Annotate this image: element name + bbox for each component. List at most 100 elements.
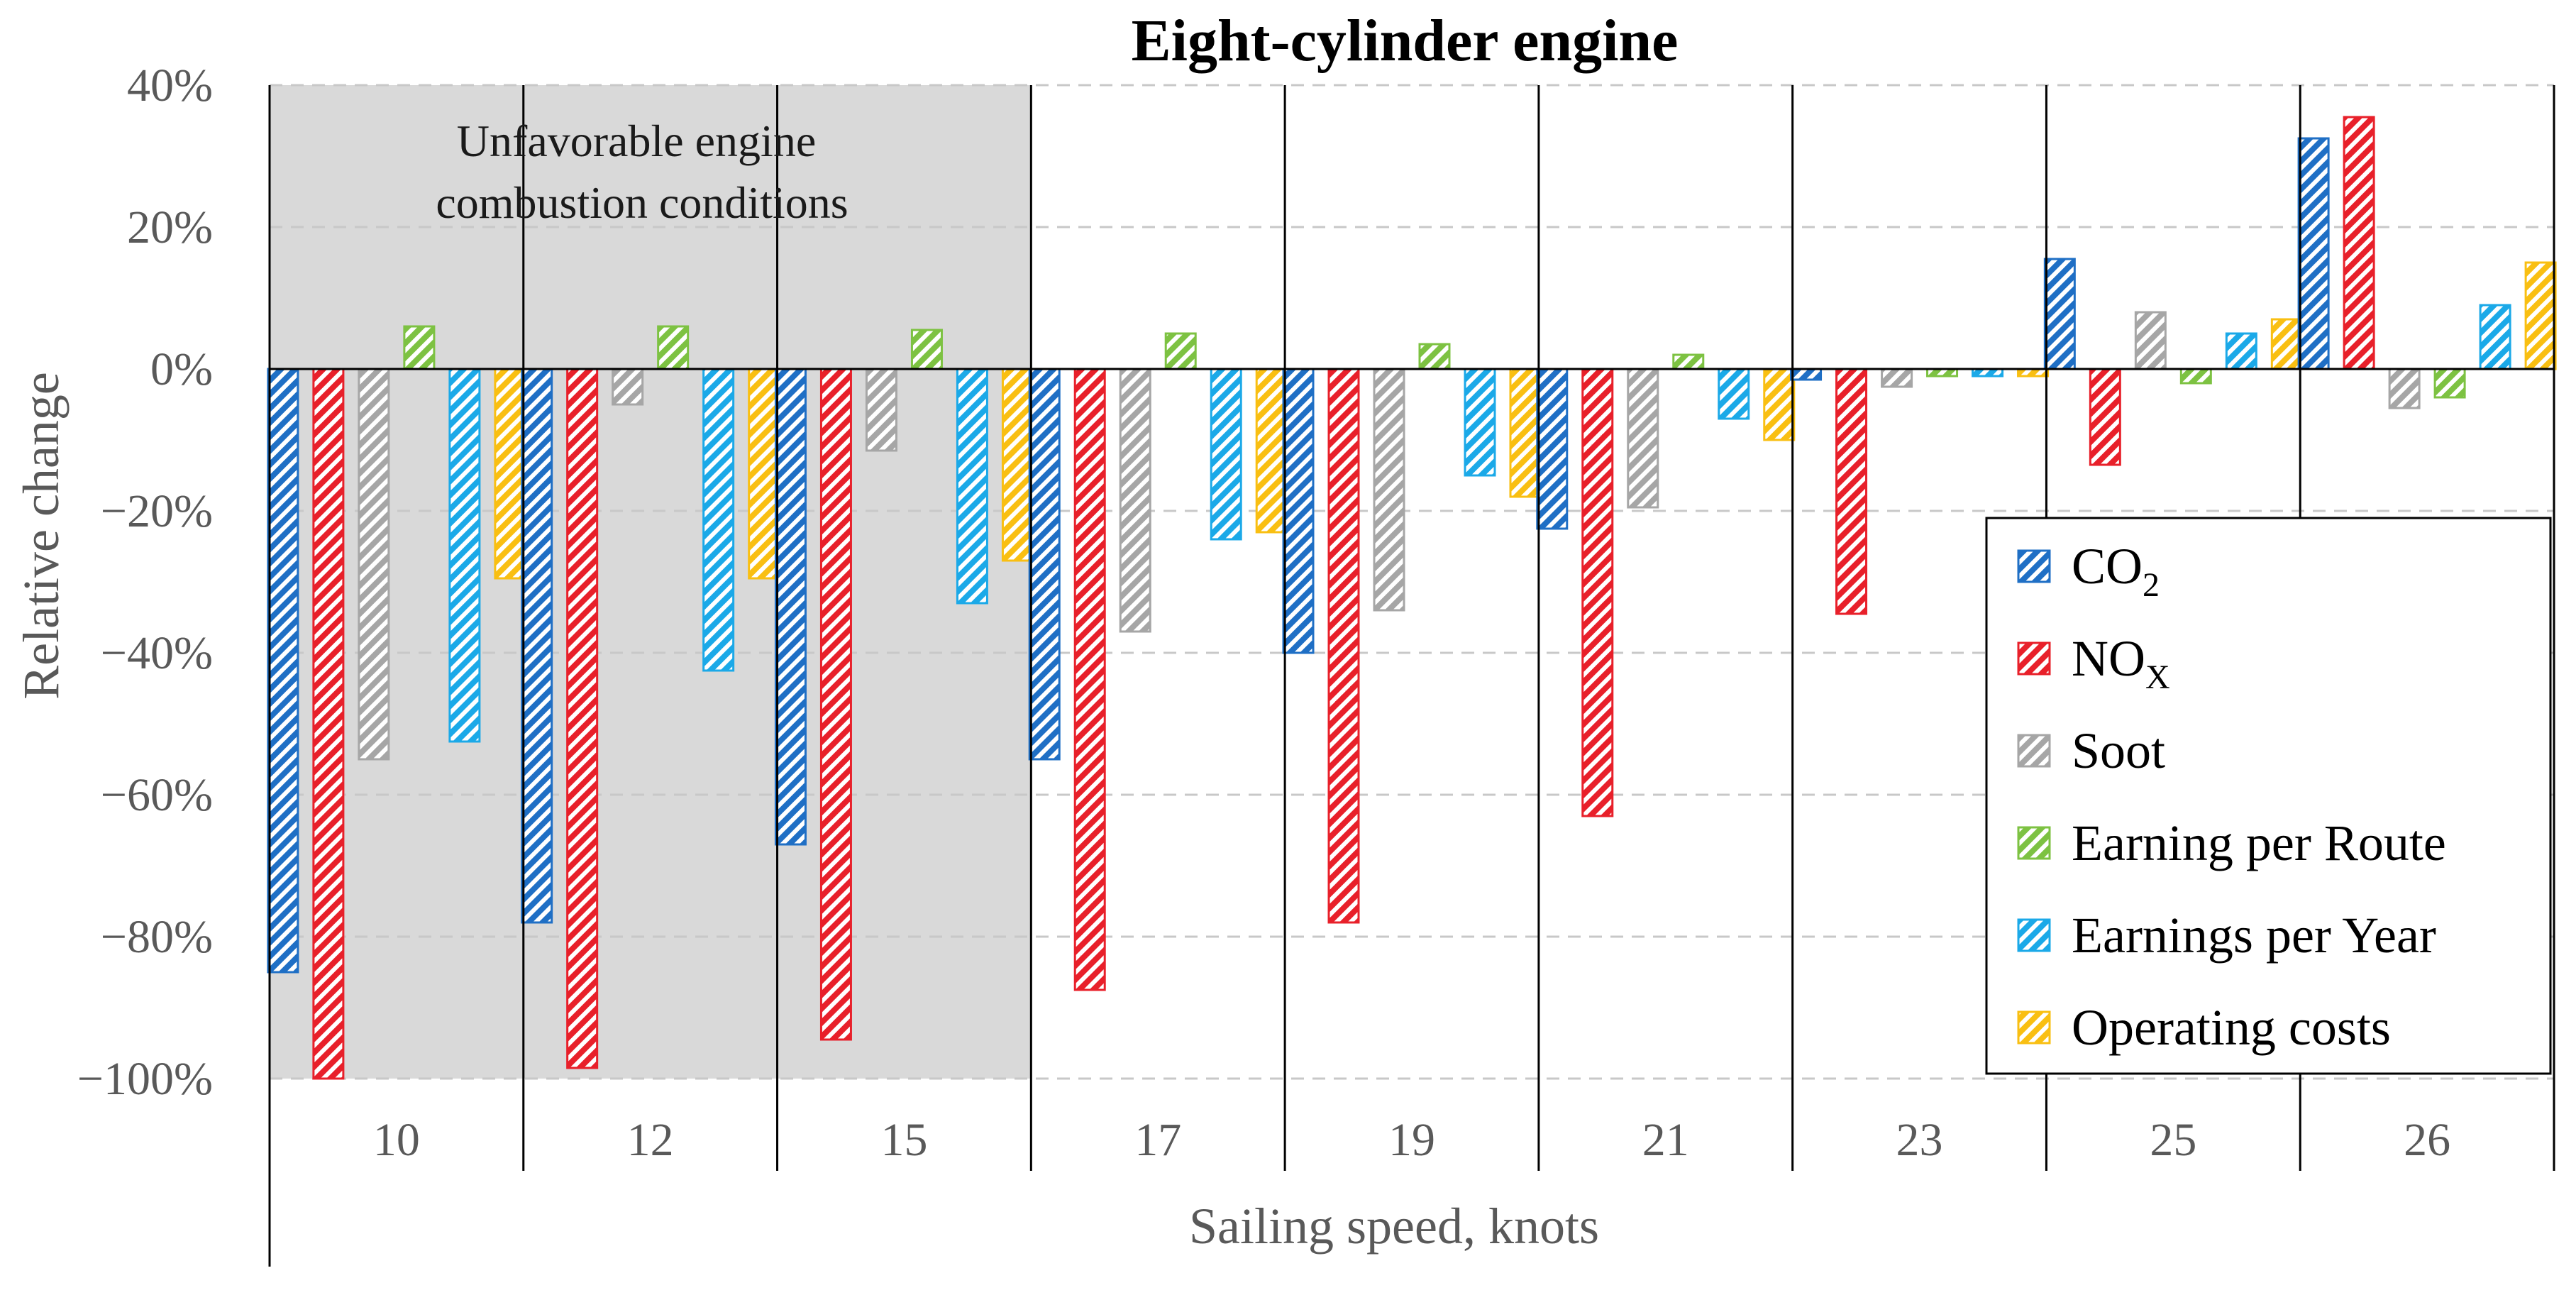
legend-label: Earning per Route: [2072, 815, 2446, 871]
annotation-line-1: Unfavorable engine: [457, 116, 816, 166]
bar: [1327, 368, 1360, 924]
bar: [1509, 368, 1542, 498]
annotation-line-2: combustion conditions: [436, 177, 848, 228]
bar: [2524, 261, 2557, 370]
bar: [521, 368, 553, 924]
bar: [1373, 368, 1405, 612]
bar: [702, 368, 735, 672]
x-tick-label: 25: [2150, 1114, 2196, 1166]
legend-swatch: [2017, 549, 2051, 583]
bar: [1790, 368, 1823, 381]
bar: [2225, 332, 2257, 370]
y-tick-label: 20%: [127, 202, 213, 253]
bar: [1881, 368, 1913, 388]
chart-title: Eight-cylinder engine: [1132, 8, 1679, 74]
bar: [2433, 368, 2466, 399]
bar: [2343, 116, 2375, 370]
bar: [2134, 311, 2167, 370]
x-tick-label: 10: [373, 1114, 420, 1166]
x-tick-label: 26: [2404, 1114, 2450, 1166]
bar: [956, 368, 988, 605]
unfavorable-region: [270, 85, 1032, 1079]
y-tick-label: −100%: [77, 1053, 213, 1105]
legend-box: [1985, 517, 2552, 1075]
bar: [1763, 368, 1796, 441]
bar: [865, 368, 897, 452]
bar: [819, 368, 852, 1041]
bar: [312, 368, 345, 1080]
bar: [2297, 137, 2330, 370]
legend-label: NOX: [2072, 630, 2170, 696]
bar: [1835, 368, 1868, 615]
bar: [2388, 368, 2421, 409]
x-tick-label: 17: [1134, 1114, 1181, 1166]
bar: [566, 368, 599, 1069]
unfavorable-annotation: Unfavorable engine combustion conditions: [436, 116, 848, 228]
legend-swatch: [2017, 734, 2051, 768]
bar: [1464, 368, 1496, 477]
y-tick-label: 0%: [150, 343, 213, 395]
legend-swatch: [2017, 826, 2051, 860]
bar: [1672, 353, 1705, 370]
bar: [1210, 368, 1242, 541]
bar: [910, 329, 943, 370]
bar: [748, 368, 780, 580]
x-tick-labels: 10 12 15 17 19 21 23 25 26: [373, 1114, 2450, 1166]
legend-label-subscript: 2: [2143, 566, 2160, 604]
x-tick-label: 15: [880, 1114, 927, 1166]
y-tick-label: −80%: [101, 911, 213, 963]
legend-label: Operating costs: [2072, 999, 2391, 1056]
bar: [657, 325, 690, 370]
bar: [358, 368, 390, 761]
x-tick-label: 23: [1896, 1114, 1943, 1166]
bar: [1627, 368, 1659, 509]
legend-label-main: Earning per Route: [2072, 815, 2446, 871]
y-tick-labels: 40% 20% 0% −20% −40% −60% −80% −100%: [77, 60, 213, 1105]
y-tick-label: −20%: [101, 485, 213, 537]
legend-swatch: [2017, 641, 2051, 676]
bar: [2089, 368, 2121, 466]
bar: [1164, 332, 1197, 370]
x-tick-label: 21: [1642, 1114, 1689, 1166]
legend-swatch: [2017, 1010, 2051, 1045]
legend-label: CO2: [2072, 538, 2160, 604]
legend-label-main: Operating costs: [2072, 999, 2391, 1056]
legend-label-subscript: X: [2145, 658, 2170, 696]
y-tick-label: −40%: [101, 627, 213, 679]
bar: [774, 368, 807, 846]
bar: [1282, 368, 1315, 654]
bar: [2179, 368, 2212, 385]
y-axis-label: Relative change: [13, 372, 70, 700]
bar: [448, 368, 481, 743]
bar: [2270, 318, 2303, 370]
bar: [612, 368, 644, 406]
bar: [1255, 368, 1288, 534]
bar: [1718, 368, 1750, 420]
bar: [2043, 258, 2076, 370]
bar: [1119, 368, 1151, 633]
x-axis-label: Sailing speed, knots: [1189, 1198, 1599, 1255]
legend-label-main: CO: [2072, 538, 2143, 595]
y-tick-label: −60%: [101, 769, 213, 821]
bar: [1536, 368, 1569, 530]
legend-label: Soot: [2072, 722, 2165, 779]
bars: [267, 116, 2557, 1080]
bar: [494, 368, 526, 580]
bar: [1418, 343, 1451, 370]
bar: [267, 368, 299, 974]
bar: [1581, 368, 1614, 817]
x-tick-label: 12: [627, 1114, 674, 1166]
legend-label-main: Earnings per Year: [2072, 907, 2436, 964]
bar: [403, 325, 436, 370]
legend: CO2 NOX Soot Earning per Route Earnings per …: [1985, 517, 2552, 1075]
bar: [1073, 368, 1106, 991]
y-tick-label: 40%: [127, 60, 213, 111]
bar: [1028, 368, 1061, 761]
legend-label-main: Soot: [2072, 722, 2165, 779]
bar: [2479, 304, 2511, 370]
legend-label-main: NO: [2072, 630, 2145, 687]
bar: [1001, 368, 1034, 562]
legend-swatch: [2017, 918, 2051, 952]
x-tick-label: 19: [1388, 1114, 1435, 1166]
